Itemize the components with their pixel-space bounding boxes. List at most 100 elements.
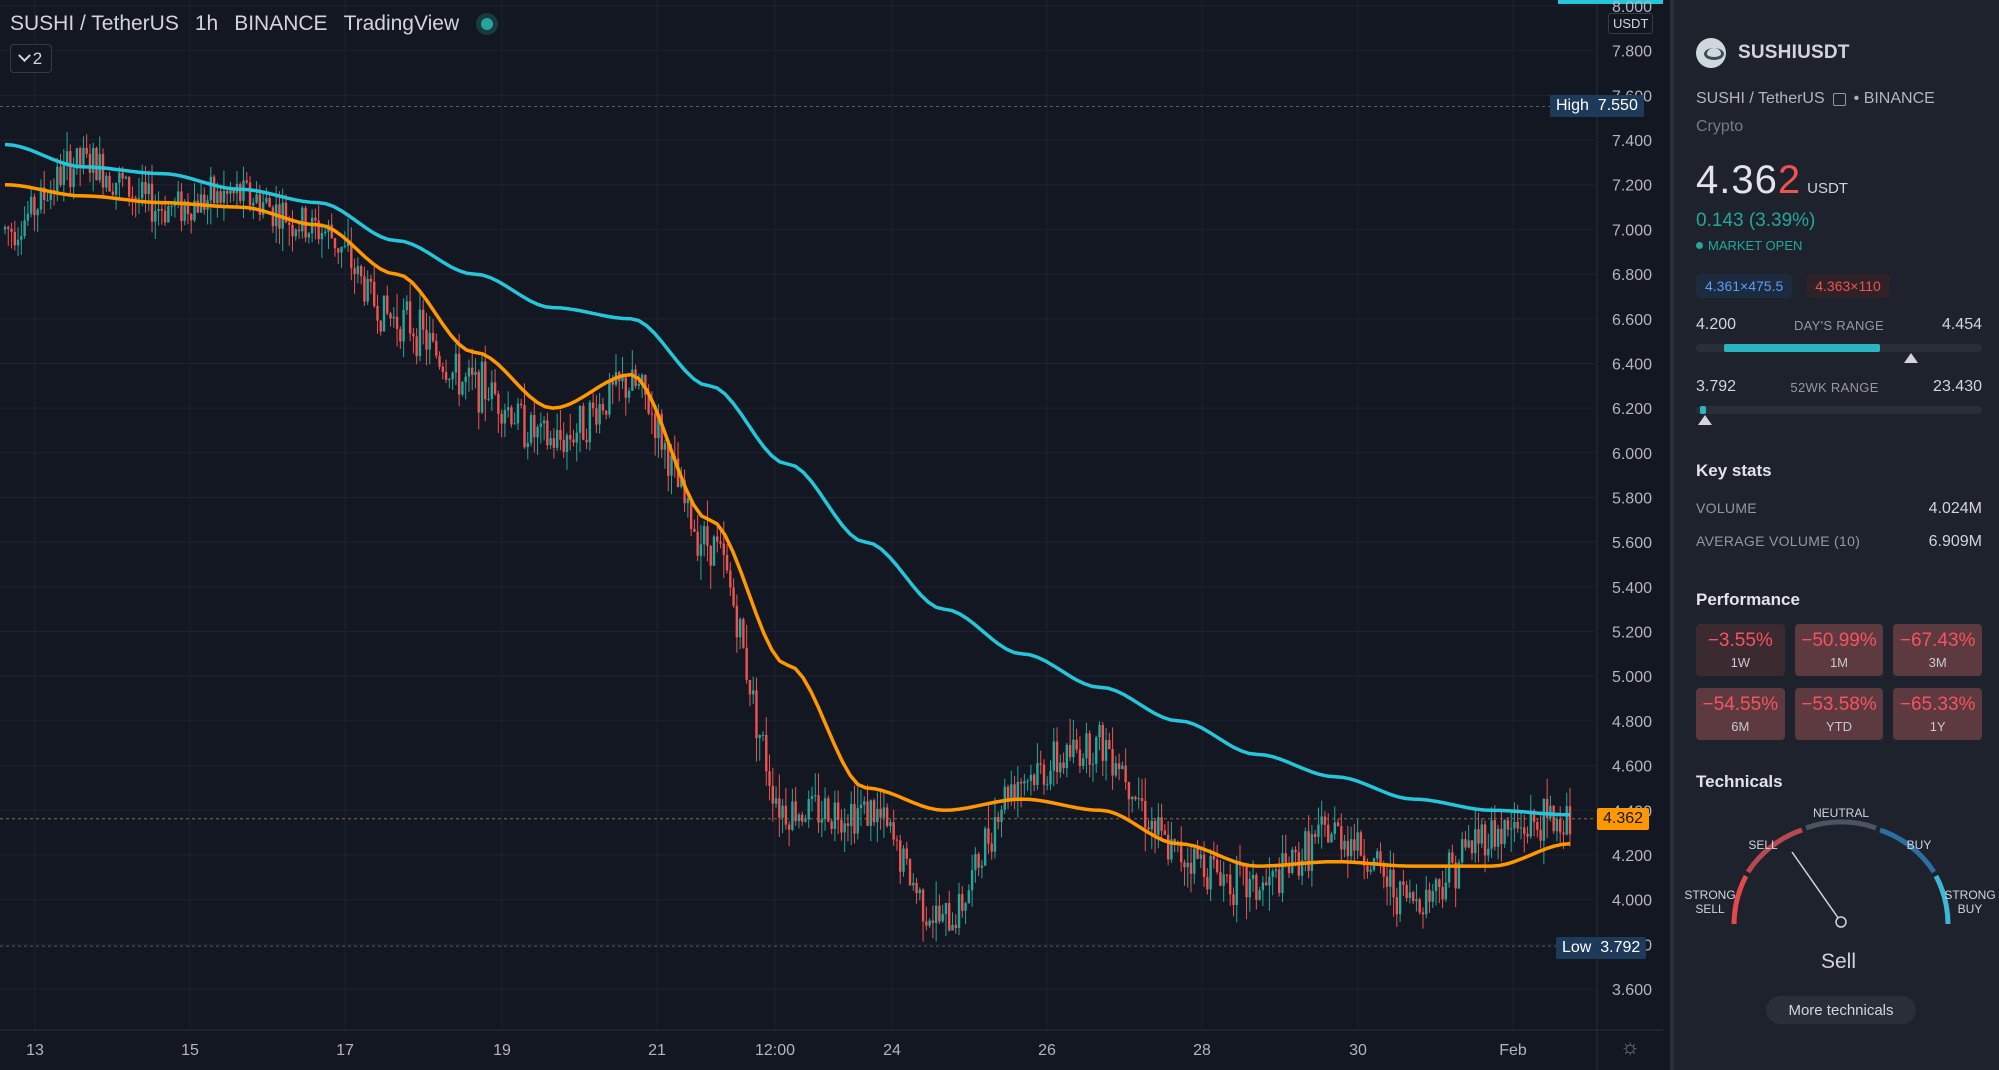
legend-interval[interactable]: 1h xyxy=(194,12,219,35)
candle-body xyxy=(13,231,17,246)
price-chart[interactable]: 8.0007.8007.6007.4007.2007.0006.8006.600… xyxy=(0,0,1663,1070)
gauge-buy-arc xyxy=(1879,827,1937,874)
time-axis-label: 28 xyxy=(1193,1042,1211,1059)
candle-body xyxy=(1032,774,1036,785)
candle-body xyxy=(1121,765,1124,770)
candle-body xyxy=(1111,749,1114,776)
candle-body xyxy=(144,182,147,195)
candle-body xyxy=(405,301,409,311)
candle-body xyxy=(1506,820,1510,830)
candle-body xyxy=(572,439,575,443)
candle-body xyxy=(1425,889,1428,915)
candle-body xyxy=(1127,782,1131,800)
candle-body xyxy=(124,176,128,179)
candle-body xyxy=(10,228,13,232)
candle-body xyxy=(1189,862,1193,874)
candle-body xyxy=(1382,863,1385,877)
avg-volume-row: AVERAGE VOLUME (10) 6.909M xyxy=(1696,533,1982,551)
candle-body xyxy=(1496,828,1500,847)
candle-body xyxy=(1264,882,1268,886)
candle-body xyxy=(92,147,95,173)
candle-body xyxy=(836,802,840,820)
candle-body xyxy=(389,313,392,319)
pair-name[interactable]: SUSHI / TetherUS xyxy=(1696,90,1825,107)
candle-body xyxy=(964,903,967,911)
price-axis-label: 5.800 xyxy=(1612,491,1652,508)
candle-body xyxy=(461,382,464,395)
candle-body xyxy=(288,222,291,225)
candle-body xyxy=(425,329,428,350)
candle-body xyxy=(1336,822,1340,827)
chart-pane[interactable]: 8.0007.8007.6007.4007.2007.0006.8006.600… xyxy=(0,0,1663,1070)
candle-body xyxy=(1411,892,1415,902)
candle-body xyxy=(1039,763,1042,765)
candle-body xyxy=(392,316,395,319)
candle-body xyxy=(807,798,810,820)
candle-body xyxy=(961,894,964,911)
candle-body xyxy=(1010,784,1013,801)
perf-cell-1w[interactable]: −3.55% 1W xyxy=(1696,624,1785,676)
candle-body xyxy=(843,823,846,833)
candle-body xyxy=(1229,874,1232,895)
external-link-icon[interactable] xyxy=(1832,92,1846,106)
candle-body xyxy=(856,808,859,834)
perf-period: 3M xyxy=(1928,655,1947,670)
candle-body xyxy=(39,187,43,210)
candle-body xyxy=(1549,805,1552,818)
candle-body xyxy=(1503,820,1506,845)
candle-body xyxy=(1068,744,1072,758)
candle-body xyxy=(928,920,931,926)
candle-body xyxy=(637,384,641,386)
candle-body xyxy=(186,201,190,215)
perf-cell-1y[interactable]: −65.33% 1Y xyxy=(1893,688,1982,740)
perf-cell-6m[interactable]: −54.55% 6M xyxy=(1696,688,1785,740)
key-stats-title: Key stats xyxy=(1696,461,1772,480)
perf-cell-3m[interactable]: −67.43% 3M xyxy=(1893,624,1982,676)
candle-body xyxy=(1003,786,1006,810)
candle-body xyxy=(801,814,804,822)
candle-body xyxy=(647,394,650,414)
candle-body xyxy=(771,785,774,804)
candle-body xyxy=(62,163,66,185)
candle-body xyxy=(683,479,686,504)
candle-body xyxy=(1183,862,1186,868)
candle-body xyxy=(758,734,761,738)
candle-body xyxy=(415,336,418,357)
candle-body xyxy=(379,320,382,332)
candle-body xyxy=(1258,890,1261,900)
perf-cell-ytd[interactable]: −53.58% YTD xyxy=(1794,688,1884,740)
candle-body xyxy=(3,226,7,230)
price-axis-label: 6.000 xyxy=(1612,446,1652,463)
candle-body xyxy=(1470,840,1474,854)
candle-body xyxy=(1323,816,1327,825)
candle-body xyxy=(624,377,627,398)
chart-settings-icon[interactable]: ☼ xyxy=(1620,1034,1641,1059)
candle-body xyxy=(611,380,614,385)
candle-body xyxy=(1441,886,1444,900)
time-axis-label: 26 xyxy=(1038,1042,1056,1059)
candle-body xyxy=(1006,786,1010,801)
candle-body xyxy=(686,498,690,504)
candle-body xyxy=(1016,782,1020,799)
candle-body xyxy=(261,202,265,215)
candle-body xyxy=(386,295,389,314)
candle-body xyxy=(1565,806,1568,835)
market-status-dot-icon xyxy=(481,18,494,30)
candle-body xyxy=(232,190,235,194)
candle-body xyxy=(1523,827,1526,834)
currency-label[interactable]: USDT xyxy=(1608,13,1654,34)
candle-body xyxy=(765,734,768,772)
gauge-label-sell: SELL xyxy=(1748,838,1778,852)
perf-cell-1m[interactable]: −50.99% 1M xyxy=(1794,624,1884,676)
candle-body xyxy=(794,801,797,822)
exchange-name: • BINANCE xyxy=(1853,90,1935,107)
candle-body xyxy=(369,278,373,282)
indicator-collapse-button[interactable]: 2 xyxy=(10,44,52,73)
candle-body xyxy=(791,801,794,830)
time-axis-label: 17 xyxy=(336,1042,354,1059)
volume-label: VOLUME xyxy=(1696,500,1757,516)
candle-body xyxy=(196,200,199,213)
candle-body xyxy=(1108,740,1111,750)
candle-body xyxy=(1558,818,1562,833)
more-technicals-button[interactable]: More technicals xyxy=(1766,996,1916,1024)
